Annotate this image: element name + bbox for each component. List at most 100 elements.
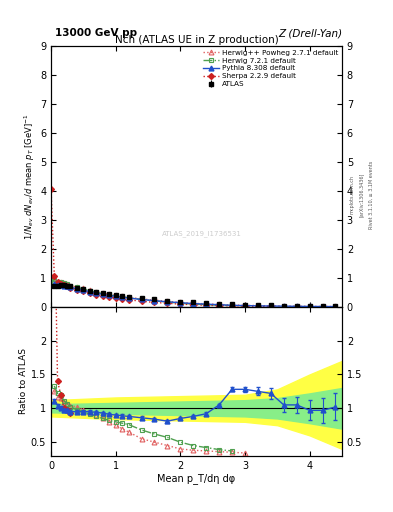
Herwig 7.2.1 default: [65, 281, 70, 287]
Herwig++ Powheg 2.7.1 default: [59, 279, 63, 285]
Pythia 8.308 default: [120, 294, 125, 300]
Herwig 7.2.1 default: [88, 288, 92, 294]
Herwig++ Powheg 2.7.1 default: [101, 290, 105, 296]
Sherpa 2.2.9 default: [62, 282, 66, 288]
Herwig 7.2.1 default: [242, 303, 247, 309]
Herwig 7.2.1 default: [81, 286, 86, 292]
Herwig++ Powheg 2.7.1 default: [52, 278, 57, 284]
Pythia 8.308 default: [88, 289, 92, 295]
Text: ATLAS_2019_I1736531: ATLAS_2019_I1736531: [162, 230, 242, 237]
Herwig 7.2.1 default: [113, 293, 118, 299]
Herwig++ Powheg 2.7.1 default: [242, 302, 247, 308]
Herwig 7.2.1 default: [68, 283, 73, 289]
Pythia 8.308 default: [126, 295, 131, 301]
Herwig 7.2.1 default: [217, 302, 222, 308]
Pythia 8.308 default: [65, 283, 70, 289]
Herwig 7.2.1 default: [59, 279, 63, 285]
Herwig 7.2.1 default: [101, 291, 105, 297]
Herwig++ Powheg 2.7.1 default: [88, 287, 92, 293]
Pythia 8.308 default: [68, 284, 73, 290]
Text: 13000 GeV pp: 13000 GeV pp: [55, 28, 137, 38]
Pythia 8.308 default: [101, 291, 105, 297]
Herwig 7.2.1 default: [107, 292, 112, 298]
Herwig 7.2.1 default: [139, 296, 144, 303]
Herwig++ Powheg 2.7.1 default: [152, 297, 157, 303]
Herwig 7.2.1 default: [165, 299, 170, 305]
Herwig++ Powheg 2.7.1 default: [65, 282, 70, 288]
Herwig 7.2.1 default: [62, 280, 66, 286]
Pythia 8.308 default: [81, 287, 86, 293]
Herwig++ Powheg 2.7.1 default: [333, 304, 338, 310]
Sherpa 2.2.9 default: [217, 303, 222, 309]
Sherpa 2.2.9 default: [81, 288, 86, 294]
Pythia 8.308 default: [230, 302, 234, 308]
Y-axis label: $1/N_{ev}\ dN_{ev}/d\ \mathrm{mean}\ p_T\ [\mathrm{GeV}]^{-1}$: $1/N_{ev}\ dN_{ev}/d\ \mathrm{mean}\ p_T…: [23, 113, 37, 240]
Legend: Herwig++ Powheg 2.7.1 default, Herwig 7.2.1 default, Pythia 8.308 default, Sherp: Herwig++ Powheg 2.7.1 default, Herwig 7.…: [202, 48, 340, 89]
Pythia 8.308 default: [94, 290, 99, 296]
Herwig++ Powheg 2.7.1 default: [120, 293, 125, 300]
Pythia 8.308 default: [178, 300, 183, 306]
Herwig++ Powheg 2.7.1 default: [191, 300, 196, 306]
Herwig 7.2.1 default: [120, 294, 125, 300]
Herwig++ Powheg 2.7.1 default: [107, 291, 112, 297]
Pythia 8.308 default: [152, 297, 157, 304]
Herwig 7.2.1 default: [55, 279, 60, 285]
Herwig++ Powheg 2.7.1 default: [62, 280, 66, 286]
Herwig++ Powheg 2.7.1 default: [68, 283, 73, 289]
Herwig++ Powheg 2.7.1 default: [255, 303, 260, 309]
Herwig 7.2.1 default: [126, 295, 131, 301]
Sherpa 2.2.9 default: [268, 304, 273, 310]
Sherpa 2.2.9 default: [52, 273, 57, 280]
Herwig 7.2.1 default: [204, 302, 209, 308]
Sherpa 2.2.9 default: [68, 285, 73, 291]
Sherpa 2.2.9 default: [113, 295, 118, 301]
Sherpa 2.2.9 default: [101, 293, 105, 299]
Line: Sherpa 2.2.9 default: Sherpa 2.2.9 default: [49, 187, 273, 309]
Pythia 8.308 default: [113, 293, 118, 300]
Sherpa 2.2.9 default: [242, 303, 247, 309]
Herwig 7.2.1 default: [52, 278, 57, 284]
Sherpa 2.2.9 default: [126, 297, 131, 303]
Pythia 8.308 default: [281, 303, 286, 309]
Text: Rivet 3.1.10, ≥ 3.1M events: Rivet 3.1.10, ≥ 3.1M events: [369, 160, 374, 229]
Herwig 7.2.1 default: [178, 300, 183, 306]
Herwig++ Powheg 2.7.1 default: [281, 303, 286, 309]
Herwig++ Powheg 2.7.1 default: [139, 296, 144, 302]
Pythia 8.308 default: [242, 303, 247, 309]
Sherpa 2.2.9 default: [65, 283, 70, 289]
Pythia 8.308 default: [204, 301, 209, 307]
Sherpa 2.2.9 default: [107, 294, 112, 300]
Herwig 7.2.1 default: [49, 276, 53, 282]
Sherpa 2.2.9 default: [88, 290, 92, 296]
Herwig++ Powheg 2.7.1 default: [75, 284, 79, 290]
Y-axis label: Ratio to ATLAS: Ratio to ATLAS: [19, 348, 28, 414]
Sherpa 2.2.9 default: [178, 301, 183, 307]
Herwig++ Powheg 2.7.1 default: [126, 294, 131, 300]
Line: Herwig++ Powheg 2.7.1 default: Herwig++ Powheg 2.7.1 default: [49, 274, 338, 309]
Sherpa 2.2.9 default: [120, 296, 125, 302]
Sherpa 2.2.9 default: [49, 186, 53, 193]
Sherpa 2.2.9 default: [75, 287, 79, 293]
Herwig 7.2.1 default: [94, 289, 99, 295]
Pythia 8.308 default: [75, 286, 79, 292]
Pythia 8.308 default: [59, 282, 63, 288]
Title: Nch (ATLAS UE in Z production): Nch (ATLAS UE in Z production): [115, 35, 278, 45]
Herwig++ Powheg 2.7.1 default: [307, 303, 312, 309]
Pythia 8.308 default: [62, 283, 66, 289]
Pythia 8.308 default: [307, 304, 312, 310]
Sherpa 2.2.9 default: [59, 281, 63, 287]
Herwig++ Powheg 2.7.1 default: [230, 302, 234, 308]
Pythia 8.308 default: [294, 303, 299, 309]
Herwig++ Powheg 2.7.1 default: [178, 300, 183, 306]
Herwig 7.2.1 default: [152, 298, 157, 304]
Text: mcplots.cern.ch: mcplots.cern.ch: [349, 175, 354, 214]
Line: Pythia 8.308 default: Pythia 8.308 default: [52, 281, 338, 309]
Pythia 8.308 default: [255, 303, 260, 309]
Sherpa 2.2.9 default: [165, 300, 170, 306]
Sherpa 2.2.9 default: [94, 291, 99, 297]
Sherpa 2.2.9 default: [255, 303, 260, 309]
Pythia 8.308 default: [191, 301, 196, 307]
Herwig++ Powheg 2.7.1 default: [49, 273, 53, 280]
Herwig++ Powheg 2.7.1 default: [94, 289, 99, 295]
Sherpa 2.2.9 default: [191, 302, 196, 308]
